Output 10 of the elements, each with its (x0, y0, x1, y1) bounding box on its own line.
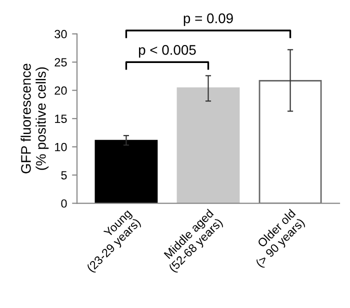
y-tick-label: 10 (55, 142, 67, 152)
y-axis-title: GFP fluorescence (% positive cells) (20, 64, 49, 174)
y-tick-label: 30 (54, 30, 67, 38)
y-tick-label: 20 (54, 86, 67, 95)
y-tick-label: 0 (61, 199, 67, 208)
y-tick-label: 25 (54, 58, 67, 67)
y-tick-label: 5 (61, 171, 67, 180)
y-tick-label: 15 (55, 114, 67, 123)
text: p = 0.09 (184, 13, 233, 26)
annotation: p < 0.005 (138, 45, 196, 58)
